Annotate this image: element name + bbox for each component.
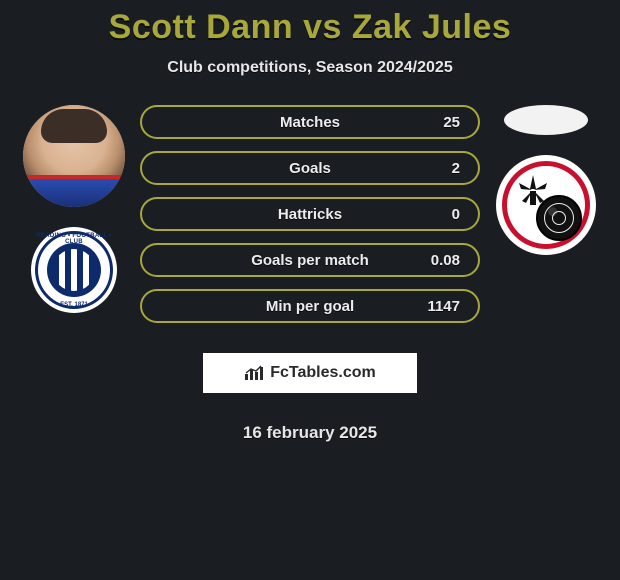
stat-row-hattricks: Hattricks 0 (140, 197, 480, 231)
stat-right-value: 2 (430, 160, 460, 177)
player1-hair (41, 109, 107, 143)
right-player-column (490, 105, 610, 255)
player2-club-crest (496, 155, 596, 255)
stats-column: Matches 25 Goals 2 Hattricks 0 Goals per… (130, 105, 490, 443)
reading-crest-stripes (53, 249, 95, 291)
watermark-text: FcTables.com (270, 364, 376, 382)
player1-jersey (23, 175, 125, 207)
main-row: READING • FOOTBALL • CLUB EST. 1871 Matc… (0, 105, 620, 443)
player1-avatar (23, 105, 125, 207)
stat-row-goals: Goals 2 (140, 151, 480, 185)
stat-label: Goals (142, 160, 478, 177)
page-subtitle: Club competitions, Season 2024/2025 (167, 59, 452, 77)
player1-face-illustration (23, 105, 125, 207)
comparison-date: 16 february 2025 (243, 423, 377, 443)
page-title: Scott Dann vs Zak Jules (109, 8, 512, 47)
stat-row-goals-per-match: Goals per match 0.08 (140, 243, 480, 277)
stat-row-matches: Matches 25 (140, 105, 480, 139)
left-player-column: READING • FOOTBALL • CLUB EST. 1871 (10, 105, 130, 313)
stat-row-min-per-goal: Min per goal 1147 (140, 289, 480, 323)
stat-label: Hattricks (142, 206, 478, 223)
stat-right-value: 25 (430, 114, 460, 131)
reading-crest-text-bottom: EST. 1871 (31, 302, 117, 308)
player2-avatar-placeholder (504, 105, 588, 135)
stat-right-value: 0.08 (430, 252, 460, 269)
player1-club-crest: READING • FOOTBALL • CLUB EST. 1871 (31, 227, 117, 313)
rotherham-football-icon (536, 195, 582, 241)
stat-right-value: 0 (430, 206, 460, 223)
stat-right-value: 1147 (427, 298, 460, 315)
watermark-box: FcTables.com (203, 353, 417, 393)
stat-label: Matches (142, 114, 478, 131)
fctables-bars-icon (244, 365, 264, 381)
comparison-card: Scott Dann vs Zak Jules Club competition… (0, 0, 620, 443)
stat-label: Goals per match (142, 252, 478, 269)
